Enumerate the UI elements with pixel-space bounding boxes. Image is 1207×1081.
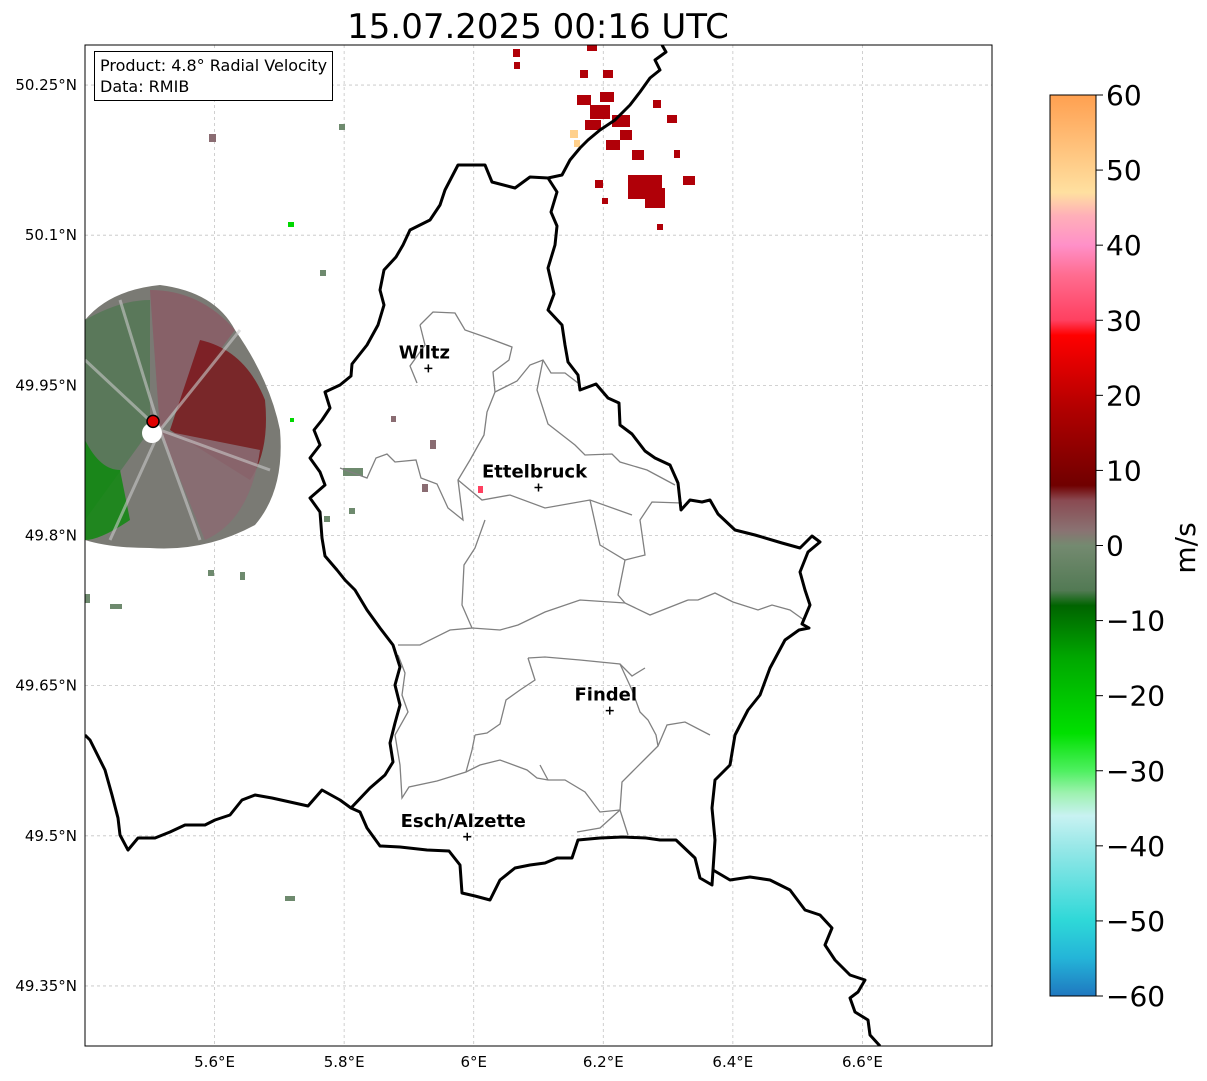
colorbar-tick-label: −60: [1106, 980, 1165, 1013]
radar-site-dot: [146, 414, 160, 429]
product-info-box: Product: 4.8° Radial Velocity Data: RMIB: [94, 51, 334, 101]
lon-tick-label: 6°E: [460, 1053, 487, 1071]
lon-tick-label: 6.2°E: [583, 1053, 624, 1071]
colorbar-tick-label: −50: [1106, 905, 1165, 938]
colorbar-tick-label: 50: [1106, 154, 1142, 187]
city-marker-cross: [463, 832, 472, 841]
lat-tick-label: 50.1°N: [25, 226, 77, 244]
city-marker-cross: [534, 483, 543, 492]
lat-tick-label: 49.5°N: [25, 827, 77, 845]
colorbar-tick-label: −40: [1106, 830, 1165, 863]
lat-tick-label: 49.8°N: [25, 526, 77, 544]
colorbar-tick-label: −30: [1106, 755, 1165, 788]
lat-tick-label: 50.25°N: [15, 76, 77, 94]
colorbar-tick-label: 0: [1106, 530, 1124, 563]
radar-site-marker: [146, 414, 160, 429]
colorbar-tick-label: 10: [1106, 454, 1142, 487]
city-label: Esch/Alzette: [401, 811, 526, 832]
city-marker-cross: [424, 364, 433, 373]
colorbar-tick-label: 60: [1106, 79, 1142, 112]
lat-tick-label: 49.35°N: [15, 977, 77, 995]
colorbar-label: m/s: [1169, 522, 1202, 573]
data-source-text: Data: RMIB: [100, 77, 190, 96]
velocity-colorbar: [1049, 94, 1097, 997]
lon-tick-label: 6.4°E: [712, 1053, 753, 1071]
lon-tick-label: 5.6°E: [194, 1053, 235, 1071]
country-borders: [85, 45, 882, 1046]
product-text: Product: 4.8° Radial Velocity: [100, 56, 328, 75]
map-frame: [84, 44, 993, 1047]
lon-tick-label: 6.6°E: [842, 1053, 883, 1071]
radar-echoes: [85, 45, 695, 901]
longitude-axis: 5.6°E 5.8°E 6°E 6.2°E 6.4°E 6.6°E: [194, 1053, 883, 1071]
lat-tick-label: 49.65°N: [15, 677, 77, 695]
city-markers: Wiltz Ettelbruck Findel Esch/Alzette: [399, 342, 637, 841]
colorbar-tick-label: −10: [1106, 605, 1165, 638]
latitude-axis: 50.25°N 50.1°N 49.95°N 49.8°N 49.65°N 49.5°N 4…: [15, 76, 77, 995]
colorbar-tick-label: 20: [1106, 379, 1142, 412]
lon-tick-label: 5.8°E: [324, 1053, 365, 1071]
colorbar-tick-label: 40: [1106, 229, 1142, 262]
city-marker-cross: [605, 706, 614, 715]
city-label: Ettelbruck: [482, 461, 588, 482]
city-label: Wiltz: [399, 342, 450, 363]
colorbar-ticks: 60 50 40 30 20 10 0 −10 −20 −30 −40 −50 −60: [1096, 79, 1165, 1013]
lat-tick-label: 49.95°N: [15, 376, 77, 394]
map-area: Wiltz Ettelbruck Findel Esch/Alzette: [85, 45, 992, 1046]
colorbar-tick-label: −20: [1106, 680, 1165, 713]
map-title: 15.07.2025 00:16 UTC: [347, 7, 729, 47]
colorbar-tick-label: 30: [1106, 304, 1142, 337]
city-label: Findel: [574, 685, 637, 706]
canton-boundaries: [339, 311, 805, 836]
